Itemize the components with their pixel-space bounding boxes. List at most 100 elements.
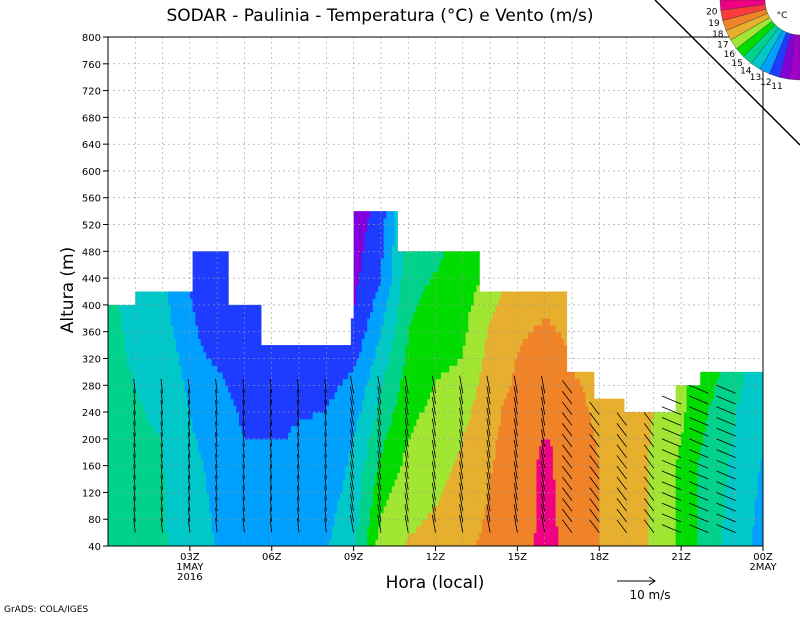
temp-cell	[277, 539, 281, 546]
temp-cell	[157, 298, 161, 306]
temp-cell	[342, 539, 347, 546]
temp-cell	[356, 445, 360, 453]
temp-cell	[345, 532, 349, 540]
temp-cell	[402, 465, 407, 473]
temp-cell	[430, 519, 434, 527]
temp-cell	[203, 358, 207, 366]
temp-cell	[397, 291, 401, 299]
temp-cell	[454, 298, 458, 306]
temp-cell	[282, 418, 286, 427]
temp-cell	[211, 278, 216, 286]
temp-cell	[143, 385, 147, 393]
temp-cell	[198, 318, 202, 326]
temp-cell	[350, 371, 355, 380]
temp-cell	[410, 365, 415, 373]
temp-cell	[296, 385, 300, 393]
temp-cell	[116, 432, 120, 440]
temp-cell	[331, 465, 336, 473]
temp-cell	[440, 331, 445, 339]
temp-cell	[195, 458, 199, 467]
temp-cell	[151, 291, 155, 299]
temp-cell	[217, 391, 221, 400]
temp-cell	[367, 318, 371, 326]
temp-cell	[108, 385, 112, 393]
temp-cell	[386, 391, 390, 400]
temp-cell	[173, 432, 177, 440]
temp-cell	[443, 519, 448, 527]
temp-cell	[121, 365, 125, 373]
temp-cell	[127, 512, 131, 520]
temp-cell	[296, 492, 300, 500]
temp-cell	[151, 398, 155, 406]
temp-cell	[359, 472, 363, 480]
temp-cell	[427, 331, 431, 339]
temp-cell	[359, 244, 363, 252]
temp-cell	[244, 479, 248, 487]
temp-cell	[200, 452, 205, 460]
temp-cell	[391, 532, 396, 540]
temp-cell	[162, 438, 166, 447]
temp-cell	[443, 418, 448, 427]
temp-cell	[255, 425, 259, 433]
temp-cell	[389, 532, 393, 540]
temp-cell	[222, 532, 226, 540]
temp-cell	[408, 271, 412, 279]
temp-cell	[293, 465, 297, 473]
temp-cell	[446, 338, 450, 346]
temp-cell	[187, 311, 191, 319]
temp-cell	[424, 271, 428, 279]
temp-cell	[178, 391, 183, 400]
temp-cell	[208, 391, 213, 400]
temp-cell	[143, 472, 147, 480]
temp-cell	[274, 445, 278, 453]
temp-cell	[255, 345, 259, 353]
temp-cell	[372, 351, 377, 360]
temp-cell	[203, 251, 207, 259]
temp-cell	[432, 391, 437, 400]
temp-cell	[148, 371, 153, 380]
temp-cell	[192, 251, 196, 259]
temp-cell	[247, 311, 251, 319]
temp-cell	[383, 412, 387, 420]
temp-cell	[353, 499, 357, 507]
temp-cell	[285, 485, 289, 494]
temp-cell	[446, 278, 450, 286]
temp-cell	[419, 318, 423, 326]
temp-cell	[307, 525, 311, 534]
temp-cell	[451, 499, 456, 507]
temp-cell	[266, 412, 270, 420]
temp-cell	[370, 539, 374, 546]
temp-cell	[391, 499, 396, 507]
temp-cell	[419, 445, 423, 453]
temp-cell	[397, 378, 401, 386]
temp-cell	[214, 258, 218, 266]
temp-cell	[296, 418, 300, 427]
temp-cell	[233, 365, 237, 373]
temp-cell	[217, 432, 221, 440]
temp-cell	[181, 298, 186, 306]
temp-cell	[239, 331, 243, 339]
temp-cell	[135, 345, 139, 353]
temp-cell	[249, 351, 254, 360]
temp-cell	[454, 318, 458, 326]
temp-cell	[293, 358, 297, 366]
temp-cell	[331, 398, 336, 406]
temp-cell	[146, 485, 150, 494]
temp-cell	[361, 231, 366, 239]
temp-cell	[138, 452, 142, 460]
temp-cell	[293, 412, 297, 420]
temp-cell	[315, 499, 319, 507]
temp-cell	[258, 338, 262, 346]
temp-cell	[451, 391, 456, 400]
temp-cell	[454, 458, 458, 467]
temp-cell	[263, 499, 267, 507]
temp-cell	[211, 311, 216, 319]
temp-cell	[424, 365, 428, 373]
temp-cell	[331, 391, 336, 400]
temp-cell	[244, 512, 248, 520]
temp-cell	[225, 458, 229, 467]
temp-cell	[318, 371, 322, 380]
temp-cell	[400, 505, 404, 514]
temp-cell	[372, 539, 377, 546]
temp-cell	[380, 311, 385, 319]
